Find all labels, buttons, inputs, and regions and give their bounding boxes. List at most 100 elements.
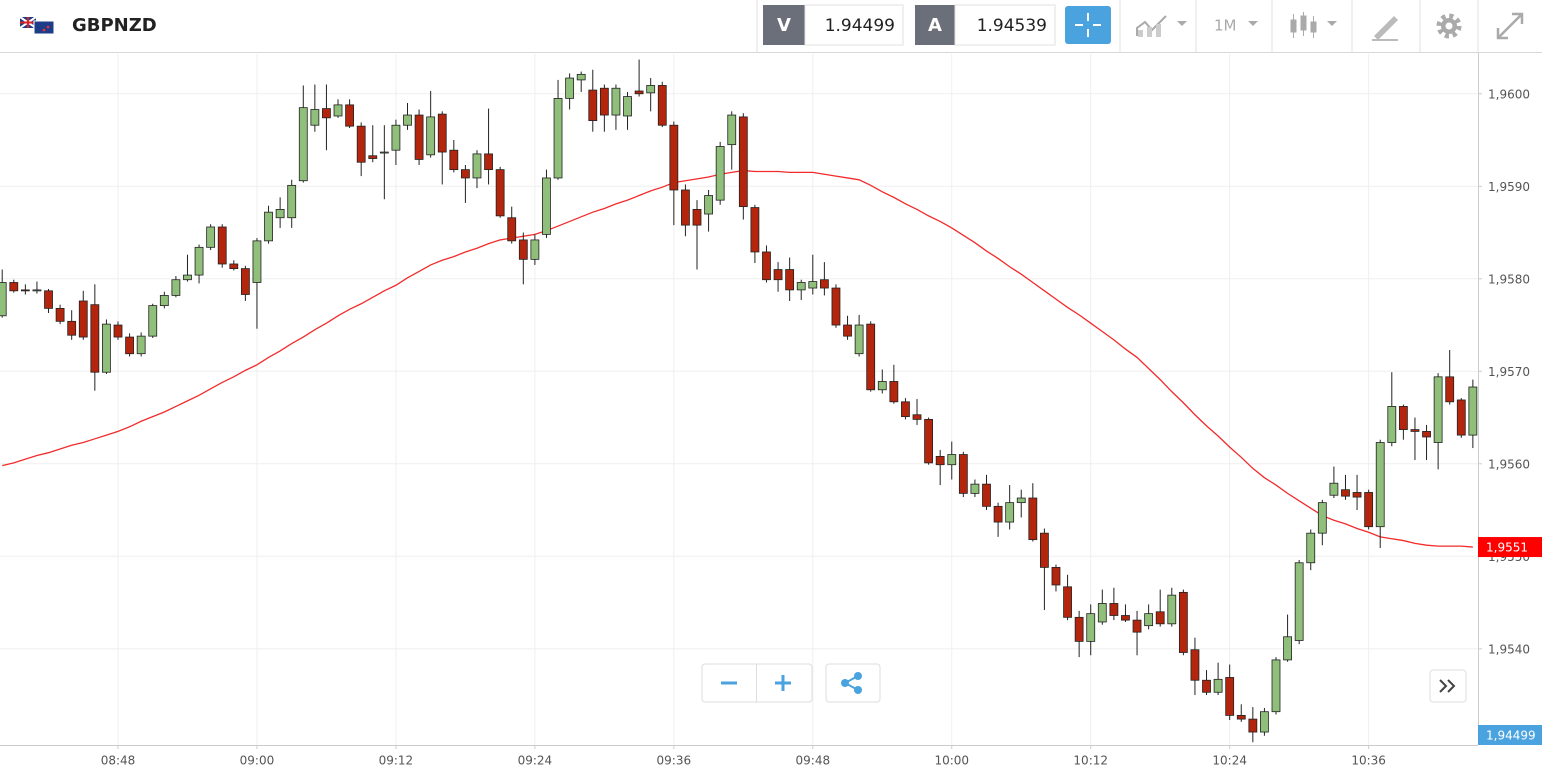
candle-body [958,454,968,494]
candle-body [125,336,134,355]
share-icon [841,672,862,694]
grid: 1,95401,95501,95601,95701,95801,95901,96… [0,54,1530,768]
candle-body [970,483,980,494]
candle-body [785,269,795,291]
candle-style-button[interactable] [1290,12,1337,38]
candle-body [634,90,644,95]
candle-body [194,246,204,276]
candle-body [704,195,713,215]
candle-body [1190,649,1200,681]
candle-body [183,274,192,281]
candle-body [1132,619,1142,633]
candle-body [55,307,65,322]
price-label-box [1478,537,1542,558]
candle-body [1155,611,1165,625]
candle-body [229,263,239,270]
flag [19,16,55,35]
candle-body [1387,406,1397,443]
candle-body [1341,489,1350,497]
candle-body [1468,386,1478,436]
candle-body [947,454,957,466]
candle-body [518,239,528,260]
candle-body [669,124,679,191]
candle-body [1144,613,1154,627]
moving-average-line [2,169,1473,548]
candle-body [935,455,945,466]
candle-body [553,98,563,179]
candle-body [901,401,910,418]
candle-body [206,226,216,248]
chart-type-button[interactable] [1136,15,1187,37]
share-button[interactable] [825,663,881,703]
candle-body [1294,562,1304,641]
x-tick-label: 10:36 [1351,754,1386,768]
candle-body [472,153,482,179]
candle-body [403,114,412,126]
candle-body [426,116,436,156]
sell-price-box[interactable] [804,4,904,46]
candle-body [854,324,864,355]
candle-body [1317,502,1327,534]
candle-body [1040,532,1049,568]
candle-body [1410,429,1420,432]
timeframe-button[interactable]: 1M [1214,17,1258,35]
candle-body [1236,714,1246,720]
candle-body [1364,492,1374,528]
scroll-right-button[interactable] [1429,669,1467,703]
y-tick-label: 1,9590 [1488,180,1530,194]
buy-button[interactable] [915,5,955,45]
sell-price: 1.94499 [825,16,895,36]
symbol: GBPNZD [72,15,157,36]
candle-body [507,217,517,242]
expand-button[interactable] [1496,12,1524,40]
candle-body [159,295,169,307]
buy-label: A [928,15,942,36]
price-label: 1,94499 [1486,729,1536,743]
candle-body [287,184,297,219]
candle-body [738,116,748,208]
candle-body [866,323,876,391]
candle-body [379,151,389,154]
candle-body [240,268,250,295]
sell-button[interactable] [763,5,805,45]
candle-body [1433,376,1443,443]
dividers [1119,0,1479,52]
candle-body [1329,482,1339,496]
candle-body [9,282,19,292]
candle-body [692,209,702,226]
x-tick-label: 09:48 [796,754,831,768]
settings-button[interactable] [1436,13,1462,39]
candle-body [217,226,227,265]
candle-body [1097,603,1107,623]
price-label: 1,9551 [1486,541,1528,555]
candle-body [1074,616,1084,642]
candle-body [1178,591,1188,653]
candle-body [530,239,540,260]
candle-body [1248,718,1258,733]
crosshair-button[interactable] [1065,6,1111,44]
candle-body [1306,532,1316,564]
x-tick-label: 09:12 [379,754,414,768]
candle-body [391,124,401,151]
crosshair-icon [1075,13,1101,37]
candle-body [750,207,760,253]
candle-body [322,108,331,119]
candle-body [32,289,42,292]
candle-body [20,289,30,292]
y-tick-label: 1,9580 [1488,272,1530,286]
candle-body [1398,406,1408,430]
candle-body [449,149,459,171]
candle-body [460,169,470,179]
buy-price-box[interactable] [954,4,1056,46]
candle-body [982,483,991,507]
candle-body [819,279,829,289]
candle-body [356,125,366,163]
candle-body [484,153,493,171]
candle-body [727,114,737,146]
zoom-in-button[interactable] [775,675,791,691]
candle-body [1225,677,1235,716]
candle-body [136,335,146,355]
candle-body [67,320,77,336]
candle-body [1283,636,1292,661]
draw-button[interactable] [1372,16,1398,41]
